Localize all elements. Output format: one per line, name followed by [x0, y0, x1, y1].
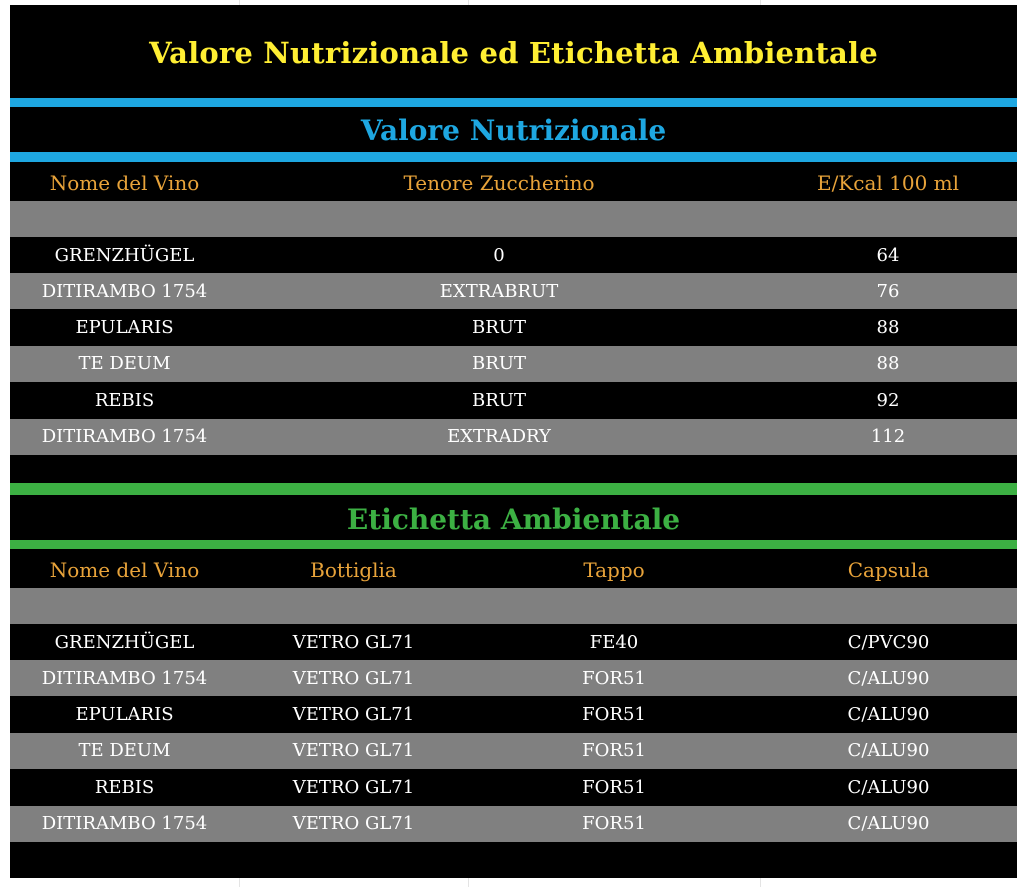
wine-name-cell: REBIS	[94, 776, 155, 798]
bottle-cell: VETRO GL71	[292, 740, 415, 762]
wine-name-cell: GRENZHÜGEL	[54, 631, 195, 653]
header-bottle: Bottiglia	[310, 558, 397, 582]
energy-cell: 76	[876, 280, 900, 302]
wine-name-cell: TE DEUM	[78, 353, 171, 375]
cork-cell: FOR51	[582, 704, 646, 726]
capsule-cell: C/ALU90	[847, 740, 930, 762]
capsule-cell: C/ALU90	[847, 667, 930, 689]
nutrition-spacer-row	[10, 201, 1017, 237]
wine-name-cell: REBIS	[94, 389, 155, 411]
header-energy: E/Kcal 100 ml	[816, 171, 960, 195]
cork-cell: FOR51	[582, 740, 646, 762]
nutrition-header-row: Nome del Vino Tenore Zuccherino E/Kcal 1…	[10, 165, 1017, 201]
bottle-cell: VETRO GL71	[292, 704, 415, 726]
bottle-cell: VETRO GL71	[292, 813, 415, 834]
wine-name-cell: DITIRAMBO 1754	[41, 280, 208, 302]
energy-cell: 64	[876, 244, 900, 266]
energy-cell: 112	[870, 426, 906, 447]
capsule-cell: C/ALU90	[847, 704, 930, 726]
bottle-cell: VETRO GL71	[292, 667, 415, 689]
table-row: GRENZHÜGEL 0 64	[10, 237, 1017, 273]
wine-name-cell: DITIRAMBO 1754	[41, 426, 208, 447]
sugar-content-cell: BRUT	[472, 389, 526, 411]
cork-cell: FOR51	[582, 813, 646, 834]
header-cork: Tappo	[583, 558, 645, 582]
table-row: REBIS BRUT 92	[10, 382, 1017, 419]
table-row: TE DEUM BRUT 88	[10, 345, 1017, 382]
wine-name-cell: DITIRAMBO 1754	[41, 813, 208, 834]
table-row: EPULARIS VETRO GL71 FOR51 C/ALU90	[10, 696, 1017, 733]
energy-cell: 88	[876, 353, 900, 375]
header-wine-name: Nome del Vino	[49, 558, 200, 582]
environment-section-title: Etichetta Ambientale	[346, 502, 681, 536]
wine-name-cell: DITIRAMBO 1754	[41, 667, 208, 689]
table-row: TE DEUM VETRO GL71 FOR51 C/ALU90	[10, 732, 1017, 769]
cork-cell: FE40	[589, 631, 639, 653]
table-row: GRENZHÜGEL VETRO GL71 FE40 C/PVC90	[10, 624, 1017, 660]
environment-top-band	[10, 483, 1017, 495]
wine-name-cell: EPULARIS	[75, 317, 174, 339]
cork-cell: FOR51	[582, 667, 646, 689]
table-row: REBIS VETRO GL71 FOR51 C/ALU90	[10, 769, 1017, 806]
header-wine-name: Nome del Vino	[49, 171, 200, 195]
header-sugar-content: Tenore Zuccherino	[403, 171, 595, 195]
bottle-cell: VETRO GL71	[292, 776, 415, 798]
cork-cell: FOR51	[582, 776, 646, 798]
energy-cell: 88	[876, 317, 900, 339]
table-row: DITIRAMBO 1754 EXTRADRY 112	[10, 418, 1017, 455]
header-capsule: Capsula	[847, 558, 930, 582]
table-row: DITIRAMBO 1754 VETRO GL71 FOR51 C/ALU90	[10, 805, 1017, 842]
sugar-content-cell: BRUT	[472, 353, 526, 375]
capsule-cell: C/ALU90	[847, 776, 930, 798]
capsule-cell: C/PVC90	[847, 631, 930, 653]
environment-spacer-row	[10, 588, 1017, 624]
environment-header-row: Nome del Vino Bottiglia Tappo Capsula	[10, 552, 1017, 588]
nutrition-top-band	[10, 98, 1017, 107]
wine-name-cell: TE DEUM	[78, 740, 171, 762]
sugar-content-cell: EXTRADRY	[447, 426, 551, 447]
page-title: Valore Nutrizionale ed Etichetta Ambient…	[149, 35, 878, 70]
wine-name-cell: GRENZHÜGEL	[54, 244, 195, 266]
wine-label-sheet: Valore Nutrizionale ed Etichetta Ambient…	[10, 5, 1017, 878]
nutrition-bottom-band	[10, 152, 1017, 162]
table-row: DITIRAMBO 1754 EXTRABRUT 76	[10, 273, 1017, 310]
nutrition-section-title: Valore Nutrizionale	[360, 113, 667, 147]
sugar-content-cell: BRUT	[472, 317, 526, 339]
wine-name-cell: EPULARIS	[75, 704, 174, 726]
sugar-content-cell: 0	[493, 244, 505, 266]
table-row: DITIRAMBO 1754 VETRO GL71 FOR51 C/ALU90	[10, 660, 1017, 697]
bottle-cell: VETRO GL71	[292, 631, 415, 653]
capsule-cell: C/ALU90	[847, 813, 930, 834]
energy-cell: 92	[876, 389, 900, 411]
sugar-content-cell: EXTRABRUT	[439, 280, 559, 302]
environment-bottom-band	[10, 540, 1017, 549]
table-row: EPULARIS BRUT 88	[10, 309, 1017, 346]
